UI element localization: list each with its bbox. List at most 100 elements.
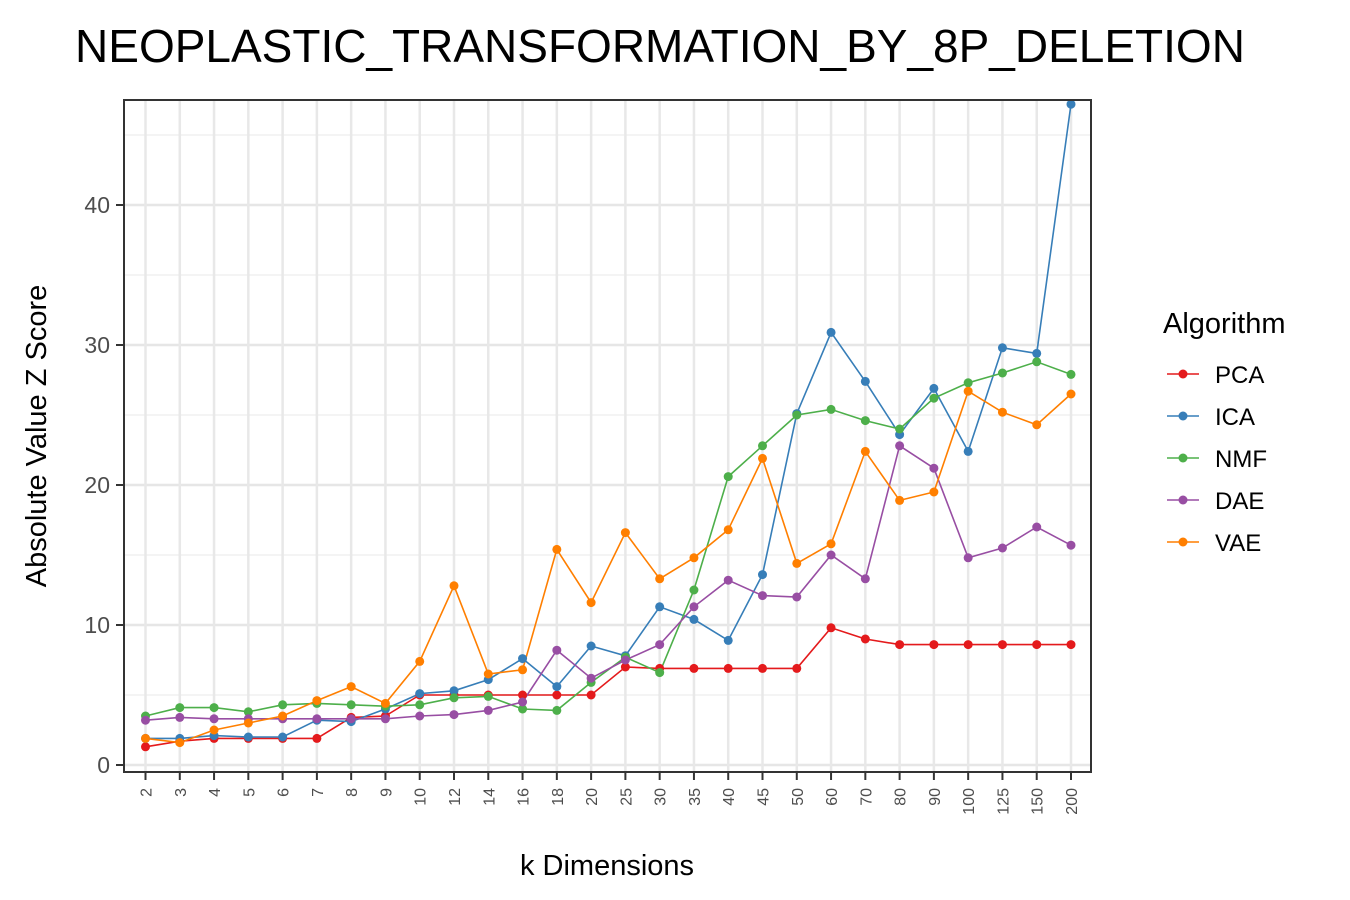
grid [124, 100, 1091, 772]
data-point-nmf [1032, 357, 1042, 367]
y-tick-label: 10 [84, 612, 110, 638]
data-point-nmf [929, 393, 939, 403]
legend-label-pca: PCA [1215, 362, 1264, 389]
data-point-dae [723, 575, 733, 585]
data-point-pca [792, 663, 802, 673]
data-point-ica [415, 689, 425, 699]
data-point-nmf [175, 703, 185, 713]
x-tick-label: 35 [687, 788, 704, 806]
y-tick-label: 40 [84, 192, 110, 218]
data-point-vae [243, 718, 253, 728]
x-tick-label: 90 [927, 788, 944, 806]
data-point-nmf [723, 472, 733, 482]
data-point-nmf [997, 368, 1007, 378]
x-tick-label: 8 [344, 788, 361, 797]
x-tick-label: 25 [618, 788, 635, 806]
data-point-nmf [792, 410, 802, 420]
data-point-ica [449, 686, 459, 696]
data-point-pca [141, 742, 150, 752]
data-point-pca [895, 640, 905, 650]
data-point-vae [415, 656, 425, 666]
data-point-dae [449, 710, 459, 720]
data-point-vae [997, 407, 1007, 417]
x-tick-label: 9 [378, 788, 395, 797]
data-point-dae [380, 714, 390, 724]
data-point-pca [586, 690, 596, 700]
data-point-nmf [278, 700, 288, 710]
x-tick-label: 3 [173, 788, 190, 797]
y-axis-title: Absolute Value Z Score [21, 285, 53, 588]
data-point-vae [895, 495, 905, 505]
data-point-ica [1066, 99, 1076, 109]
legend-key-point-dae [1178, 495, 1188, 505]
data-point-pca [997, 640, 1007, 650]
data-point-vae [792, 558, 802, 568]
x-tick-label: 100 [961, 788, 978, 815]
data-point-vae [346, 682, 356, 692]
data-point-vae [723, 525, 733, 535]
data-point-pca [312, 733, 322, 743]
data-point-vae [655, 574, 665, 584]
x-tick-label: 70 [858, 788, 875, 806]
data-point-nmf [895, 424, 905, 434]
data-point-nmf [860, 416, 870, 426]
x-tick-label: 6 [276, 788, 293, 797]
data-point-nmf [758, 441, 767, 451]
x-tick-label: 10 [413, 788, 430, 806]
series-line-dae [145, 444, 1072, 721]
data-point-ica [758, 570, 767, 580]
legend-key-point-vae [1178, 537, 1188, 547]
data-point-pca [963, 640, 973, 650]
data-point-dae [1066, 540, 1076, 550]
data-point-nmf [243, 707, 253, 717]
data-point-ica [689, 614, 699, 624]
data-point-vae [860, 446, 870, 456]
data-point-pca [689, 663, 699, 673]
data-point-dae [209, 714, 219, 724]
x-tick-label: 50 [790, 788, 807, 806]
data-point-dae [620, 655, 630, 665]
data-point-nmf [826, 404, 836, 414]
data-point-vae [826, 539, 836, 549]
data-point-vae [620, 528, 630, 538]
legend-label-dae: DAE [1215, 488, 1264, 515]
x-tick-label: 150 [1030, 788, 1047, 815]
data-point-vae [312, 696, 322, 706]
series-line-vae [145, 389, 1072, 744]
data-point-nmf [449, 693, 459, 703]
data-point-nmf [1066, 369, 1076, 379]
x-tick-label: 2 [139, 788, 156, 797]
data-point-pca [620, 662, 630, 672]
data-point-nmf [483, 691, 493, 701]
x-tick-label: 16 [516, 788, 533, 806]
data-point-ica [586, 641, 596, 651]
legend-key-point-pca [1178, 369, 1188, 379]
data-point-nmf [655, 668, 665, 678]
data-point-dae [141, 715, 150, 725]
data-point-ica [1032, 348, 1042, 358]
data-point-pca [552, 690, 562, 700]
series-line-pca [145, 626, 1071, 748]
data-point-ica [997, 343, 1007, 353]
series-line-ica [145, 104, 1072, 740]
x-tick-label: 20 [584, 788, 601, 806]
data-point-vae [552, 544, 562, 554]
data-point-ica [929, 383, 939, 393]
data-point-ica [552, 682, 562, 692]
legend: Algorithm PCA ICA NMF DAE VAE [1163, 308, 1286, 557]
y-tick-label: 0 [97, 752, 110, 778]
data-point-pca [758, 663, 767, 673]
series-points [141, 99, 1076, 752]
data-point-nmf [415, 700, 425, 710]
data-point-vae [380, 698, 390, 708]
data-point-ica [243, 732, 253, 742]
data-point-pca [518, 690, 528, 700]
panel-border [123, 99, 1092, 773]
data-point-ica [278, 732, 288, 742]
data-point-dae [963, 553, 973, 563]
data-point-vae [758, 453, 767, 463]
data-point-dae [792, 592, 802, 602]
y-tick-label: 20 [84, 472, 110, 498]
data-point-dae [518, 697, 528, 707]
data-point-vae [209, 725, 219, 735]
